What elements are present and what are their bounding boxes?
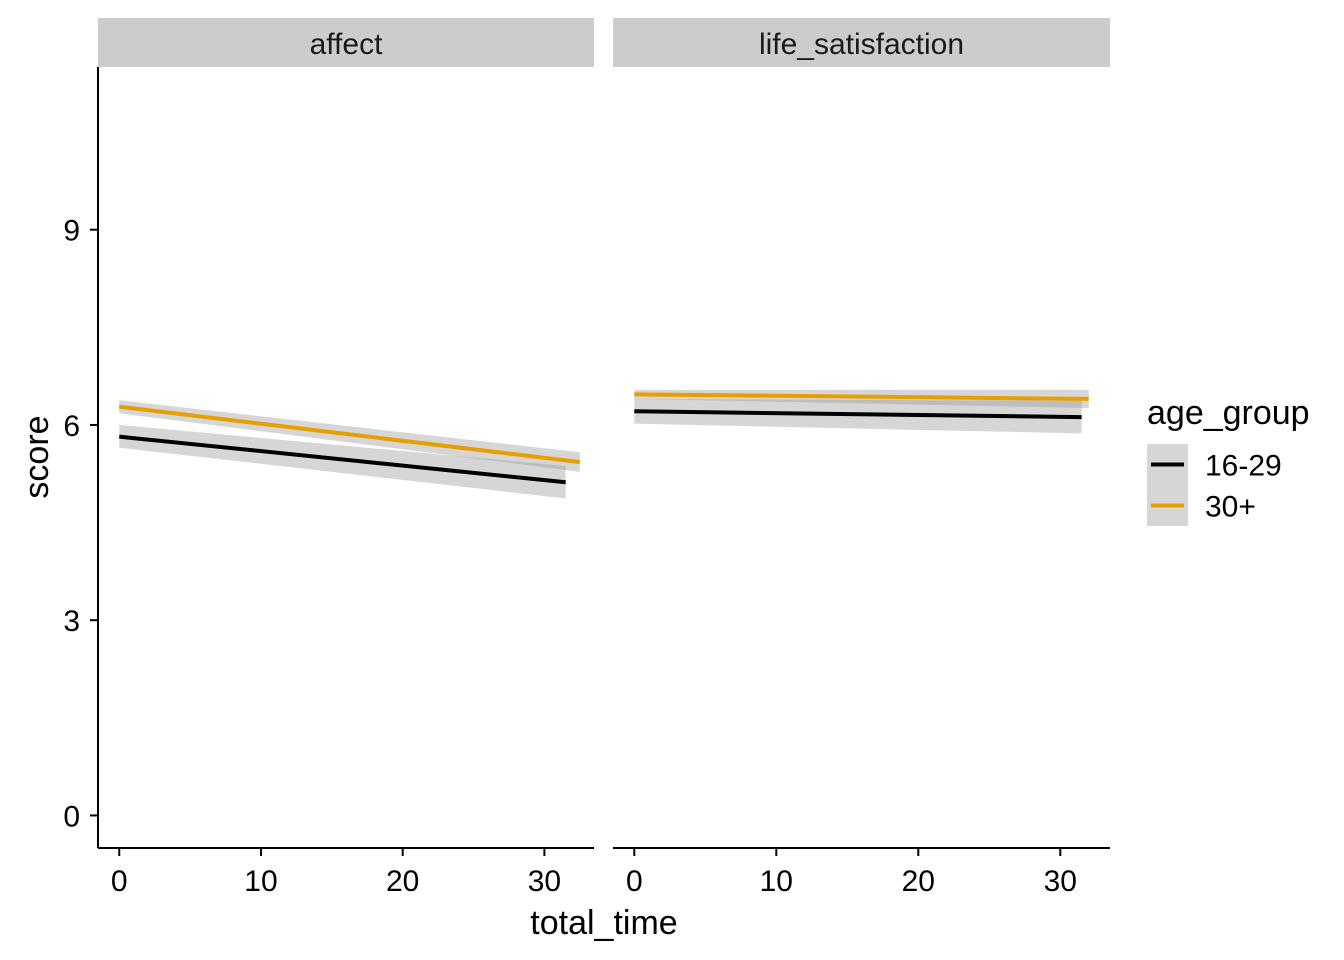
y-tick-label: 9	[63, 215, 80, 248]
series-line-30+	[634, 392, 1089, 401]
x-tick-label: 30	[1044, 865, 1077, 898]
legend-label: 30+	[1205, 491, 1256, 524]
legend-entry-16-29: 16-29	[1147, 444, 1282, 485]
x-tick-label: 10	[760, 865, 793, 898]
y-tick-label: 6	[63, 410, 80, 443]
y-tick-label: 0	[63, 800, 80, 833]
x-tick-label: 20	[386, 865, 419, 898]
facet-strip	[98, 18, 594, 67]
ci-ribbon-16-29	[119, 424, 566, 499]
panel-affect: affect 0 10 20 30 0 3 6 9	[63, 18, 594, 898]
x-tick-label: 20	[902, 865, 935, 898]
facet-strip-label: life_satisfaction	[759, 28, 964, 61]
y-axis-title: score	[18, 415, 56, 498]
x-tick-label: 0	[626, 865, 643, 898]
panel-life_satisfaction: life_satisfaction 0 10 20 30	[613, 18, 1110, 898]
facet-panels: affect 0 10 20 30 0 3 6 9 life_satisfaction 0 10 20 3…	[63, 18, 1110, 898]
legend-entry-30+: 30+	[1147, 485, 1256, 526]
series-line-16-29	[634, 409, 1082, 420]
x-axis-title: total_time	[530, 904, 677, 942]
facet-strip-label: affect	[310, 28, 383, 61]
series-line-30+	[119, 404, 581, 465]
x-tick-label: 30	[528, 865, 561, 898]
legend-label: 16-29	[1205, 450, 1282, 483]
series-line-16-29	[119, 434, 566, 485]
x-tick-label: 0	[111, 865, 128, 898]
legend: age_group 16-29 30+	[1147, 394, 1310, 526]
y-tick-label: 3	[63, 605, 80, 638]
facet-strip	[613, 18, 1110, 67]
legend-title: age_group	[1147, 394, 1310, 432]
x-tick-label: 10	[244, 865, 277, 898]
